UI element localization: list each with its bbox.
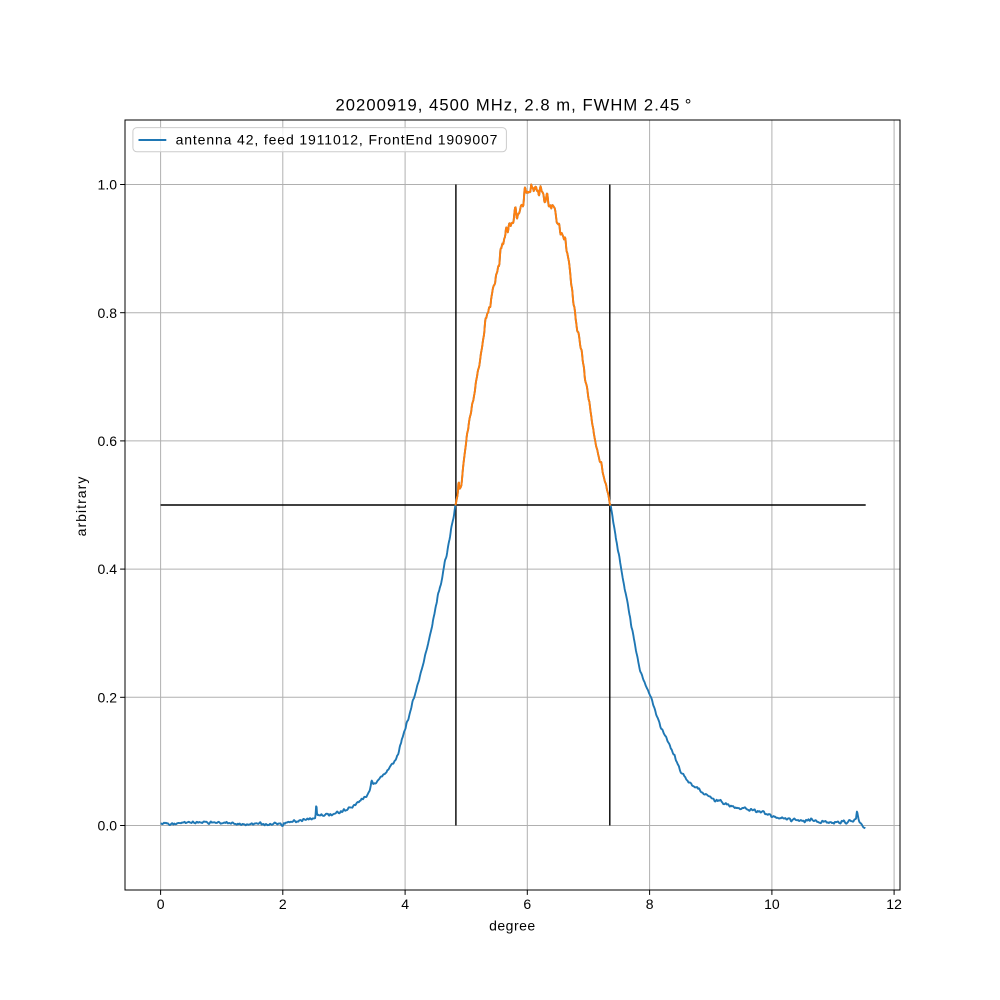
svg-text:0.4: 0.4 <box>98 561 118 577</box>
svg-text:6: 6 <box>523 896 531 912</box>
svg-text:10: 10 <box>764 896 780 912</box>
svg-text:degree: degree <box>489 918 536 934</box>
svg-text:antenna 42, feed 1911012, Fron: antenna 42, feed 1911012, FrontEnd 19090… <box>176 131 499 147</box>
svg-text:12: 12 <box>886 896 902 912</box>
svg-text:arbitrary: arbitrary <box>73 476 89 537</box>
svg-text:1.0: 1.0 <box>98 177 118 193</box>
svg-text:0.6: 0.6 <box>98 433 118 449</box>
svg-text:0.8: 0.8 <box>98 305 118 321</box>
svg-text:2: 2 <box>279 896 287 912</box>
svg-text:8: 8 <box>646 896 654 912</box>
svg-text:4: 4 <box>401 896 409 912</box>
svg-text:20200919, 4500 MHz, 2.8 m, FWH: 20200919, 4500 MHz, 2.8 m, FWHM 2.45 ° <box>336 96 693 115</box>
svg-text:0.2: 0.2 <box>98 689 118 705</box>
svg-text:0.0: 0.0 <box>98 818 118 834</box>
svg-text:0: 0 <box>157 896 165 912</box>
